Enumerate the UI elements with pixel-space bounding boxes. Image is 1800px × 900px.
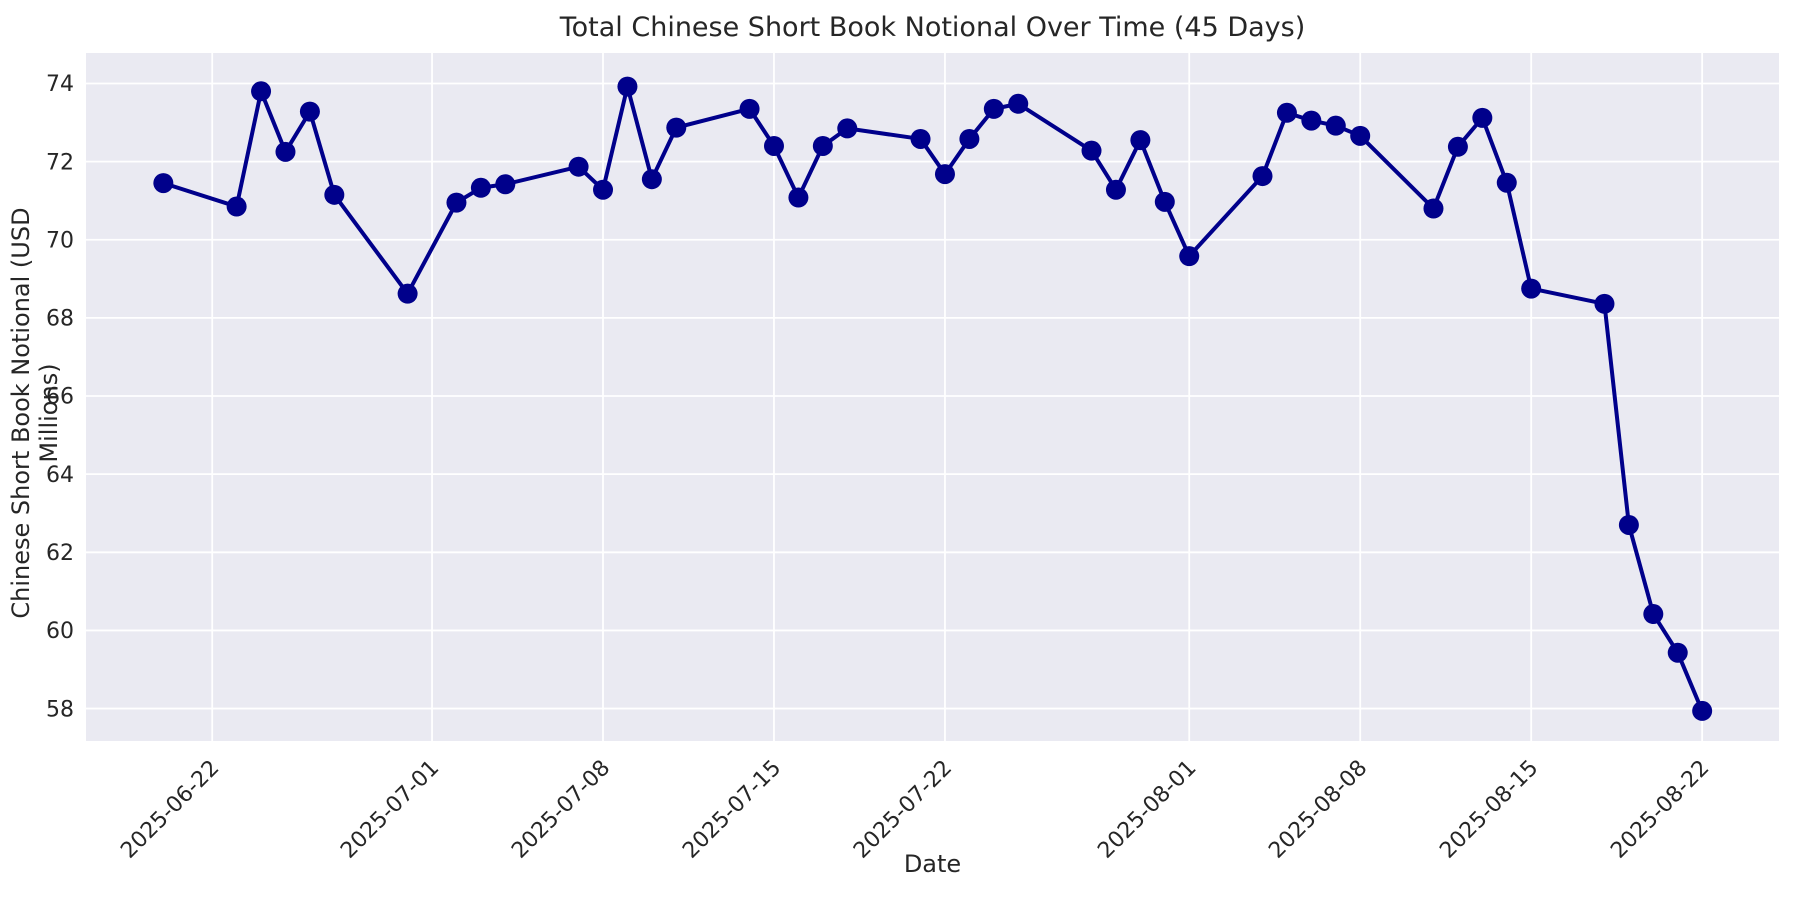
data-point-marker: [763, 135, 784, 156]
y-axis-label: Chinese Short Book Notional (USD Million…: [7, 207, 63, 619]
data-point-marker: [1008, 93, 1029, 114]
data-point-marker: [1472, 107, 1493, 128]
data-point-marker: [568, 156, 589, 177]
data-point-marker: [324, 184, 345, 205]
data-point-marker: [1521, 278, 1542, 299]
x-tick-label: 2025-08-08: [1264, 756, 1372, 864]
data-point-marker: [1618, 514, 1639, 535]
data-point-marker: [837, 118, 858, 139]
y-tick-label: 74: [46, 72, 74, 97]
data-point-marker: [959, 128, 980, 149]
data-point-marker: [1130, 130, 1151, 151]
data-point-marker: [470, 177, 491, 198]
data-point-marker: [1447, 136, 1468, 157]
x-axis-label: Date: [903, 850, 962, 878]
data-point-marker: [1594, 293, 1615, 314]
data-point-marker: [812, 135, 833, 156]
data-point-marker: [666, 117, 687, 138]
data-point-marker: [1081, 140, 1102, 161]
y-tick-label: 66: [46, 385, 74, 410]
y-tick-label: 60: [46, 619, 74, 644]
data-point-marker: [593, 179, 614, 200]
data-point-marker: [397, 283, 418, 304]
data-point-marker: [1350, 125, 1371, 146]
data-point-marker: [934, 164, 955, 185]
y-tick-label: 62: [46, 541, 74, 566]
data-point-marker: [910, 128, 931, 149]
x-tick-label: 2025-08-15: [1435, 756, 1543, 864]
x-tick-label: 2025-07-22: [849, 756, 957, 864]
x-tick-label: 2025-08-01: [1093, 756, 1201, 864]
data-point-marker: [1643, 604, 1664, 625]
data-point-marker: [275, 141, 296, 162]
data-point-marker: [983, 98, 1004, 119]
data-point-marker: [641, 169, 662, 190]
x-tick-label: 2025-08-22: [1606, 756, 1714, 864]
data-point-marker: [1105, 179, 1126, 200]
data-point-marker: [739, 98, 760, 119]
data-point-marker: [1423, 198, 1444, 219]
data-point-marker: [617, 76, 638, 97]
x-tick-label: 2025-07-08: [507, 756, 615, 864]
x-tick-label: 2025-07-01: [336, 756, 444, 864]
plot-background: [86, 53, 1779, 741]
x-tick-label: 2025-06-22: [116, 756, 224, 864]
data-point-marker: [299, 101, 320, 122]
y-tick-label: 70: [46, 228, 74, 253]
data-point-marker: [1325, 115, 1346, 136]
data-point-marker: [1154, 191, 1175, 212]
data-point-marker: [153, 173, 174, 194]
data-point-marker: [1276, 102, 1297, 123]
data-point-marker: [495, 174, 516, 195]
data-point-marker: [1252, 166, 1273, 187]
data-point-marker: [1496, 172, 1517, 193]
data-point-marker: [1179, 246, 1200, 267]
data-point-marker: [446, 192, 467, 213]
y-tick-label: 58: [46, 697, 74, 722]
y-tick-label: 72: [46, 150, 74, 175]
data-point-marker: [1667, 642, 1688, 663]
data-point-marker: [1301, 110, 1322, 131]
data-point-marker: [788, 187, 809, 208]
y-tick-label: 68: [46, 307, 74, 332]
data-point-marker: [251, 81, 272, 102]
data-point-marker: [226, 196, 247, 217]
data-point-marker: [1692, 700, 1713, 721]
chart-title: Total Chinese Short Book Notional Over T…: [559, 12, 1306, 43]
x-tick-label: 2025-07-15: [678, 756, 786, 864]
y-tick-label: 64: [46, 463, 74, 488]
